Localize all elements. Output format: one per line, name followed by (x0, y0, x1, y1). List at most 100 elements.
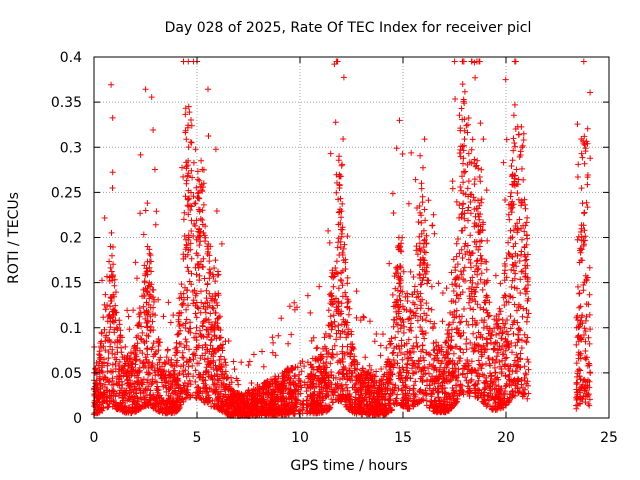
data-point (492, 339, 499, 346)
data-point (395, 270, 401, 276)
data-point (330, 312, 337, 319)
data-point (203, 326, 210, 333)
data-point (484, 309, 491, 316)
data-point (127, 410, 134, 417)
data-point (313, 345, 320, 352)
data-point (581, 241, 587, 248)
data-point (483, 340, 490, 347)
data-point (416, 272, 423, 279)
data-point (476, 361, 483, 368)
data-point (417, 290, 424, 297)
data-point (393, 314, 400, 320)
data-point (508, 340, 515, 346)
data-point (439, 290, 446, 296)
data-point (183, 180, 190, 187)
data-point (401, 323, 408, 330)
data-point (335, 235, 342, 242)
data-point (102, 338, 109, 345)
data-point (393, 343, 400, 350)
data-point (356, 401, 363, 408)
data-point (192, 264, 199, 271)
data-point (319, 393, 326, 400)
data-point (131, 383, 138, 390)
data-point (180, 216, 187, 223)
data-point (515, 131, 522, 138)
data-point (184, 294, 191, 301)
data-point (331, 342, 338, 349)
data-point (511, 357, 518, 364)
data-point (447, 343, 454, 350)
data-point (193, 389, 199, 396)
data-point (144, 243, 151, 250)
data-point (94, 381, 101, 388)
data-point (194, 168, 201, 175)
data-point (138, 323, 145, 330)
data-point (131, 394, 138, 401)
data-point (121, 388, 128, 394)
data-point (456, 202, 463, 209)
data-point (523, 256, 530, 263)
data-point (165, 392, 172, 399)
data-point (573, 389, 580, 396)
data-point (252, 392, 259, 399)
data-point (411, 283, 418, 290)
data-point (457, 381, 464, 388)
data-point (404, 361, 411, 368)
data-point (421, 236, 428, 243)
data-point (252, 406, 259, 413)
data-point (339, 356, 346, 362)
data-point (501, 292, 508, 299)
data-point (477, 362, 484, 369)
data-point (345, 311, 352, 318)
data-point (464, 121, 471, 128)
data-point (485, 330, 492, 337)
data-point (414, 317, 421, 324)
data-points (91, 58, 594, 419)
data-point (189, 288, 196, 295)
data-point (334, 179, 340, 186)
data-point (336, 357, 343, 364)
data-point (325, 307, 332, 314)
data-point (348, 361, 355, 367)
data-point (365, 379, 372, 386)
data-point (469, 297, 476, 303)
data-point (411, 288, 418, 295)
data-point (373, 331, 380, 337)
data-point (163, 354, 170, 361)
data-point (514, 220, 521, 227)
data-point (334, 244, 341, 251)
data-point (586, 396, 593, 403)
data-point (463, 340, 470, 347)
data-point (509, 368, 516, 375)
data-point (202, 377, 209, 384)
data-point (182, 111, 189, 118)
data-point (314, 409, 321, 416)
data-point (439, 389, 446, 396)
data-point (217, 353, 224, 360)
data-point (465, 388, 472, 395)
data-point (470, 348, 477, 355)
data-point (204, 334, 210, 341)
data-point (476, 387, 483, 394)
data-point (151, 351, 158, 358)
data-point (220, 403, 227, 410)
data-point (209, 377, 216, 383)
data-point (418, 348, 424, 355)
data-point (416, 396, 422, 403)
data-point (104, 362, 111, 369)
y-tick-label: 0.35 (51, 95, 82, 111)
data-point (265, 390, 272, 397)
data-point (514, 319, 521, 326)
data-point (434, 357, 441, 364)
data-point (216, 393, 223, 400)
data-point (501, 277, 508, 284)
data-point (456, 345, 463, 352)
data-point (275, 373, 282, 380)
data-point (215, 271, 222, 278)
data-point (146, 279, 153, 286)
data-point (495, 389, 502, 396)
data-point (351, 357, 358, 364)
data-point (498, 335, 505, 342)
data-point (192, 302, 199, 309)
data-point (133, 378, 140, 385)
